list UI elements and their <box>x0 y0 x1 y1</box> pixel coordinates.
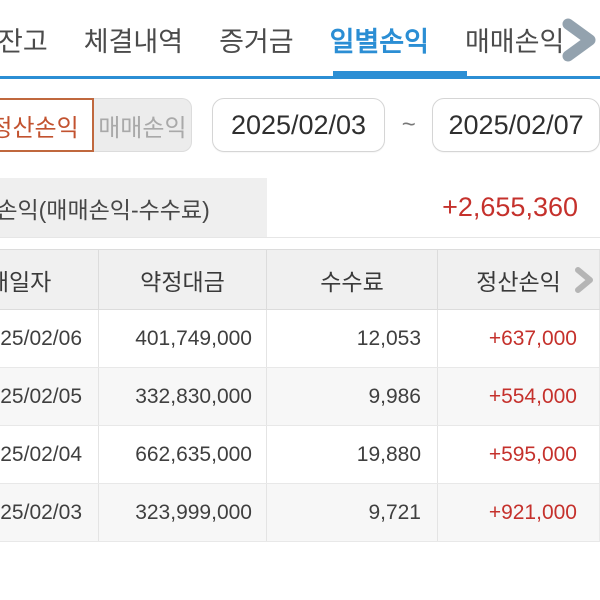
trading-pnl-toggle-button[interactable]: 매매손익 <box>94 98 192 152</box>
cell-fee: 19,880 <box>267 426 438 483</box>
cell-fee: 9,721 <box>267 484 438 541</box>
cell-amount: 401,749,000 <box>99 310 267 367</box>
settlement-pnl-toggle-button[interactable]: 정산손익 <box>0 98 95 152</box>
date-to-input[interactable]: 2025/02/07 <box>432 98 600 152</box>
table-row[interactable]: 2025/02/03 323,999,000 9,721 +921,000 <box>0 484 600 542</box>
pnl-summary-value: +2,655,360 <box>442 192 578 222</box>
header-trade-date: 매매일자 <box>0 250 99 309</box>
cell-date: 2025/02/06 <box>0 310 99 367</box>
header-settlement-pnl-label: 정산손익 <box>476 268 561 295</box>
tab-executions[interactable]: 체결내역 <box>83 27 184 57</box>
tab-trading-pnl[interactable]: 매매손익 <box>464 27 565 57</box>
table-scroll-right-icon[interactable] <box>573 266 595 293</box>
tabs-scroll-right-icon[interactable] <box>560 18 598 62</box>
tab-daily-pnl[interactable]: 일별손익 <box>329 27 429 57</box>
header-commission: 수수료 <box>267 250 438 309</box>
table-row[interactable]: 2025/02/05 332,830,000 9,986 +554,000 <box>0 368 600 426</box>
cell-amount: 323,999,000 <box>99 484 267 541</box>
cell-pnl: +554,000 <box>438 368 600 425</box>
pnl-summary-row: 일별손익(매매손익-수수료) +2,655,360 <box>0 178 600 238</box>
header-contract-amount: 약정대금 <box>99 250 267 309</box>
active-tab-underline <box>333 71 467 79</box>
cell-pnl: +921,000 <box>438 484 600 541</box>
cell-pnl: +637,000 <box>438 310 600 367</box>
table-header-row: 매매일자 약정대금 수수료 정산손익 <box>0 250 600 310</box>
content-offset-wrapper: 잔고 체결내역 증거금 일별손익 매매손익 정산손익 매매손익 2025/02/… <box>0 0 600 542</box>
pnl-summary-label: 일별손익(매매손익-수수료) <box>0 178 267 237</box>
date-range-separator: ~ <box>401 111 416 138</box>
date-from-input[interactable]: 2025/02/03 <box>211 98 386 152</box>
cell-amount: 332,830,000 <box>99 368 267 425</box>
table-row[interactable]: 2025/02/04 662,635,000 19,880 +595,000 <box>0 426 600 484</box>
table-row[interactable]: 2025/02/06 401,749,000 12,053 +637,000 <box>0 310 600 368</box>
header-settlement-pnl: 정산손익 <box>438 250 600 309</box>
cell-date: 2025/02/03 <box>0 484 99 541</box>
tab-balance[interactable]: 잔고 <box>0 27 48 57</box>
filter-row: 정산손익 매매손익 2025/02/03 ~ 2025/02/07 <box>0 98 600 152</box>
cell-amount: 662,635,000 <box>99 426 267 483</box>
tab-margin[interactable]: 증거금 <box>219 27 294 57</box>
cell-date: 2025/02/05 <box>0 368 99 425</box>
cell-date: 2025/02/04 <box>0 426 99 483</box>
cell-fee: 9,986 <box>267 368 438 425</box>
top-tab-bar: 잔고 체결내역 증거금 일별손익 매매손익 <box>0 0 600 79</box>
daily-pnl-table: 매매일자 약정대금 수수료 정산손익 2025/02/06 401,749,00… <box>0 249 600 542</box>
cell-pnl: +595,000 <box>438 426 600 483</box>
cell-fee: 12,053 <box>267 310 438 367</box>
